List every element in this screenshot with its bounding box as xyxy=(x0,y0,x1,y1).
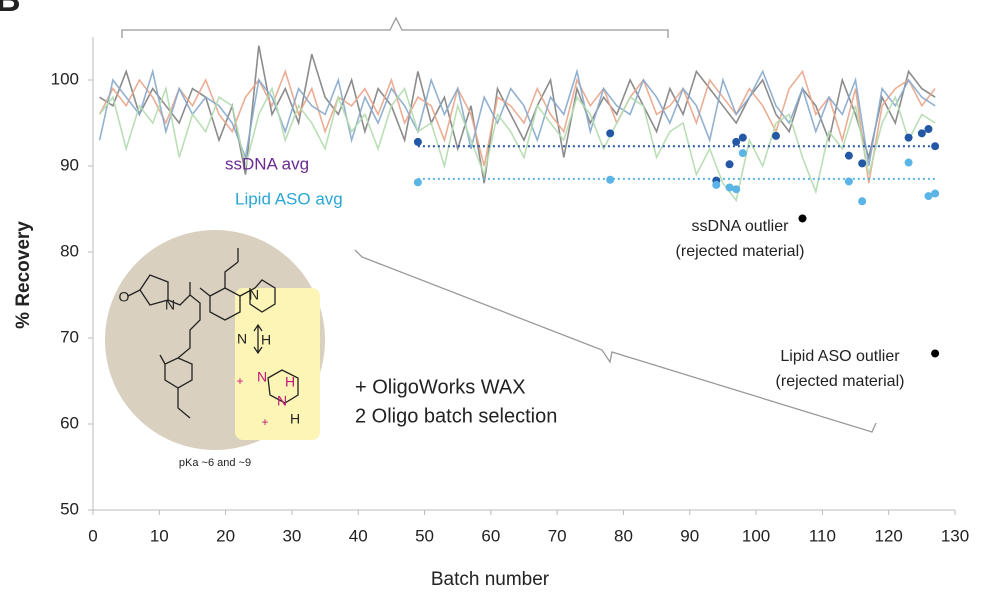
batch-point xyxy=(712,180,721,189)
x-tick-label: 0 xyxy=(88,526,97,545)
batch-point xyxy=(732,185,741,194)
x-tick-label: 10 xyxy=(150,526,169,545)
outlier-point xyxy=(931,349,940,358)
bracket xyxy=(354,249,877,433)
annotation: Lipid ASO outlier xyxy=(780,348,900,365)
x-tick-label: 110 xyxy=(809,526,836,545)
average-label: ssDNA avg xyxy=(225,154,309,173)
bonds xyxy=(127,248,299,419)
x-tick-label: 30 xyxy=(282,526,301,545)
batch-point xyxy=(931,189,940,198)
x-tick-label: 20 xyxy=(216,526,235,545)
x-tick-label: 80 xyxy=(614,526,633,545)
x-tick-label: 40 xyxy=(349,526,368,545)
atom-label: H xyxy=(285,374,295,390)
highlight xyxy=(235,288,320,440)
batch-point xyxy=(738,133,747,142)
batch-point xyxy=(606,175,615,184)
batch-point xyxy=(771,131,780,140)
atom-label: + xyxy=(236,374,243,388)
panel-label: B xyxy=(0,0,21,19)
batch-point xyxy=(931,142,940,151)
structure: O NNN HN HNH++pKa ~6 and ~9 xyxy=(105,230,325,469)
batch-point xyxy=(844,177,853,186)
x-tick-label: 100 xyxy=(742,526,770,545)
x-tick-label: 70 xyxy=(548,526,567,545)
batch-point xyxy=(858,159,867,168)
series-line xyxy=(98,68,936,167)
atom-label: H xyxy=(290,411,300,427)
batch-point xyxy=(904,133,913,142)
y-tick-label: 60 xyxy=(60,413,79,432)
atom-label: N xyxy=(165,297,175,313)
x-tick-label: 60 xyxy=(481,526,500,545)
annotation: 2 Oligo batch selection xyxy=(355,405,557,427)
outlier-point xyxy=(798,214,807,223)
annotation: (rejected material) xyxy=(676,243,805,260)
batch-point xyxy=(924,192,933,201)
average-label: Lipid ASO avg xyxy=(235,189,343,208)
y-tick-label: 50 xyxy=(60,499,79,518)
y-tick-label: 80 xyxy=(60,241,79,260)
atom-label: N xyxy=(277,393,287,409)
atom-label: N xyxy=(237,331,247,347)
batch-point xyxy=(738,149,747,158)
batch-point xyxy=(904,158,913,167)
batch-point xyxy=(844,151,853,160)
batch-point xyxy=(606,129,615,138)
atom-label: N xyxy=(249,287,259,303)
annotation: + OligoWorks WAX xyxy=(355,376,526,398)
series-line xyxy=(98,68,936,184)
batch-point xyxy=(725,183,734,192)
batch-point xyxy=(917,129,926,138)
x-tick-label: 120 xyxy=(875,526,903,545)
batch-point xyxy=(725,160,734,169)
atom-label: N xyxy=(257,369,267,385)
atom-label: O xyxy=(119,289,130,305)
batch-point xyxy=(413,178,422,187)
annotation: (rejected material) xyxy=(776,373,905,390)
y-axis-label: % Recovery xyxy=(13,221,34,329)
x-tick-label: 90 xyxy=(680,526,699,545)
structure-caption: pKa ~6 and ~9 xyxy=(179,457,251,469)
bracket xyxy=(121,16,669,38)
annotation: ssDNA outlier xyxy=(692,218,790,235)
batch-point xyxy=(924,125,933,134)
x-axis-label: Batch number xyxy=(431,569,550,590)
batch-point xyxy=(732,137,741,146)
y-tick-label: 100 xyxy=(51,69,79,88)
atom-label: + xyxy=(261,415,268,429)
atom-label: H xyxy=(261,332,271,348)
x-tick-label: 50 xyxy=(415,526,434,545)
batch-point xyxy=(858,197,867,206)
series-line xyxy=(98,85,936,203)
y-tick-label: 70 xyxy=(60,327,79,346)
y-tick-label: 90 xyxy=(60,155,79,174)
x-tick-label: 130 xyxy=(941,526,969,545)
batch-point xyxy=(413,137,422,146)
